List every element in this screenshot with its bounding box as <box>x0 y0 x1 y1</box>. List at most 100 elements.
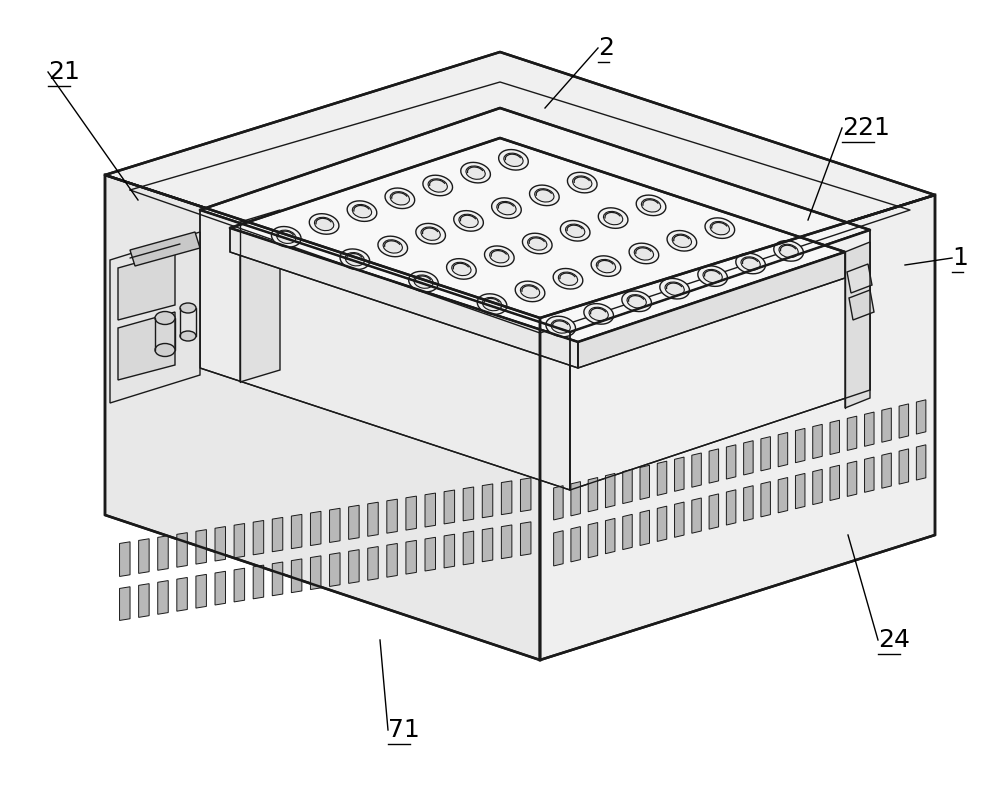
Ellipse shape <box>482 298 502 311</box>
Polygon shape <box>230 138 845 342</box>
Polygon shape <box>310 511 321 546</box>
Polygon shape <box>120 542 130 576</box>
Polygon shape <box>240 210 280 382</box>
Ellipse shape <box>271 227 301 247</box>
Ellipse shape <box>347 201 377 221</box>
Ellipse shape <box>385 188 415 209</box>
Polygon shape <box>570 230 870 490</box>
Ellipse shape <box>528 237 547 250</box>
Ellipse shape <box>591 256 621 276</box>
Polygon shape <box>778 477 788 513</box>
Ellipse shape <box>584 304 613 324</box>
Polygon shape <box>230 228 578 368</box>
Polygon shape <box>916 445 926 480</box>
Polygon shape <box>291 514 302 549</box>
Polygon shape <box>882 408 891 442</box>
Polygon shape <box>899 449 909 484</box>
Ellipse shape <box>421 227 440 240</box>
Polygon shape <box>554 486 563 520</box>
Polygon shape <box>571 482 580 516</box>
Ellipse shape <box>774 241 803 261</box>
Polygon shape <box>813 425 822 458</box>
Polygon shape <box>578 252 845 368</box>
Ellipse shape <box>698 266 727 287</box>
Polygon shape <box>830 420 840 455</box>
Polygon shape <box>865 412 874 447</box>
Polygon shape <box>605 473 615 508</box>
Polygon shape <box>387 543 397 577</box>
Polygon shape <box>177 578 187 612</box>
Polygon shape <box>865 457 874 492</box>
Polygon shape <box>139 539 149 573</box>
Ellipse shape <box>573 176 592 189</box>
Ellipse shape <box>447 259 476 279</box>
Ellipse shape <box>428 179 447 192</box>
Ellipse shape <box>530 185 559 206</box>
Ellipse shape <box>416 224 445 244</box>
Polygon shape <box>692 453 701 487</box>
Ellipse shape <box>155 344 175 356</box>
Ellipse shape <box>390 192 409 205</box>
Polygon shape <box>387 499 397 533</box>
Polygon shape <box>110 232 200 403</box>
Polygon shape <box>482 528 493 562</box>
Polygon shape <box>330 509 340 542</box>
Polygon shape <box>501 525 512 559</box>
Polygon shape <box>272 517 283 552</box>
Ellipse shape <box>466 166 485 179</box>
Polygon shape <box>847 264 872 293</box>
Ellipse shape <box>461 162 490 183</box>
Ellipse shape <box>535 188 554 202</box>
Text: 221: 221 <box>842 116 890 140</box>
Polygon shape <box>200 108 870 332</box>
Polygon shape <box>444 490 455 524</box>
Text: 1: 1 <box>952 246 968 270</box>
Ellipse shape <box>515 281 545 301</box>
Polygon shape <box>605 518 615 553</box>
Polygon shape <box>105 52 935 318</box>
Polygon shape <box>726 490 736 525</box>
Polygon shape <box>349 550 359 583</box>
Ellipse shape <box>314 217 334 231</box>
Ellipse shape <box>629 243 659 264</box>
Ellipse shape <box>627 294 646 308</box>
Polygon shape <box>368 546 378 580</box>
Polygon shape <box>899 404 909 438</box>
Polygon shape <box>330 553 340 586</box>
Polygon shape <box>482 484 493 518</box>
Ellipse shape <box>672 234 691 247</box>
Polygon shape <box>215 527 226 561</box>
Ellipse shape <box>454 210 483 231</box>
Polygon shape <box>847 416 857 451</box>
Polygon shape <box>761 436 770 471</box>
Polygon shape <box>177 533 187 568</box>
Ellipse shape <box>490 250 509 263</box>
Polygon shape <box>139 584 149 617</box>
Polygon shape <box>761 482 770 517</box>
Polygon shape <box>130 232 200 266</box>
Polygon shape <box>847 461 857 496</box>
Ellipse shape <box>589 307 608 320</box>
Ellipse shape <box>345 253 364 266</box>
Polygon shape <box>406 540 416 574</box>
Polygon shape <box>425 493 436 527</box>
Polygon shape <box>158 581 168 615</box>
Ellipse shape <box>499 150 528 170</box>
Text: 71: 71 <box>388 718 420 742</box>
Ellipse shape <box>504 153 523 166</box>
Polygon shape <box>709 494 719 529</box>
Polygon shape <box>795 473 805 509</box>
Ellipse shape <box>558 272 578 286</box>
Polygon shape <box>845 242 870 408</box>
Polygon shape <box>813 469 822 505</box>
Polygon shape <box>675 457 684 491</box>
Ellipse shape <box>779 244 798 257</box>
Polygon shape <box>520 522 531 556</box>
Polygon shape <box>849 290 874 320</box>
Ellipse shape <box>665 282 684 295</box>
Ellipse shape <box>710 221 729 235</box>
Text: 24: 24 <box>878 628 910 652</box>
Polygon shape <box>463 531 474 565</box>
Polygon shape <box>657 461 667 495</box>
Polygon shape <box>444 535 455 568</box>
